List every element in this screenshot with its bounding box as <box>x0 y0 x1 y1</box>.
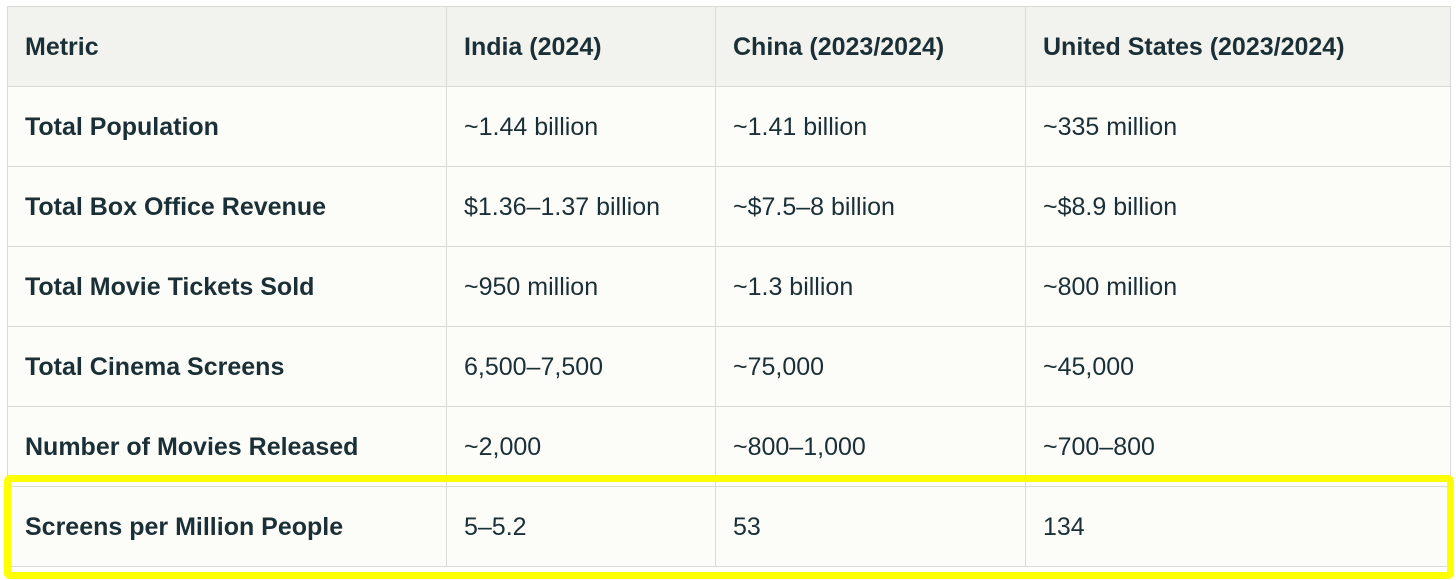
china-cell: 53 <box>715 486 1026 567</box>
china-cell: ~$7.5–8 billion <box>715 166 1026 247</box>
comparison-table: Metric India (2024) China (2023/2024) Un… <box>7 6 1451 567</box>
united-states-cell: ~$8.9 billion <box>1025 166 1451 247</box>
table-row: Number of Movies Released ~2,000 ~800–1,… <box>7 406 1451 487</box>
china-cell: ~1.41 billion <box>715 86 1026 167</box>
header-row: Metric India (2024) China (2023/2024) Un… <box>7 6 1451 87</box>
india-cell: $1.36–1.37 billion <box>446 166 716 247</box>
header-india: India (2024) <box>446 6 716 87</box>
row-metric-label: Total Cinema Screens <box>7 326 447 407</box>
china-cell: ~1.3 billion <box>715 246 1026 327</box>
china-cell: ~75,000 <box>715 326 1026 407</box>
united-states-cell: ~700–800 <box>1025 406 1451 487</box>
table-body: Total Population ~1.44 billion ~1.41 bil… <box>7 86 1451 567</box>
united-states-cell: 134 <box>1025 486 1451 567</box>
header-metric: Metric <box>7 6 447 87</box>
united-states-cell: ~800 million <box>1025 246 1451 327</box>
table-row: Total Cinema Screens 6,500–7,500 ~75,000… <box>7 326 1451 407</box>
row-metric-label: Total Movie Tickets Sold <box>7 246 447 327</box>
india-cell: 5–5.2 <box>446 486 716 567</box>
table-row: Total Box Office Revenue $1.36–1.37 bill… <box>7 166 1451 247</box>
united-states-cell: ~45,000 <box>1025 326 1451 407</box>
india-cell: ~2,000 <box>446 406 716 487</box>
row-metric-label: Number of Movies Released <box>7 406 447 487</box>
row-metric-label: Total Box Office Revenue <box>7 166 447 247</box>
header-china: China (2023/2024) <box>715 6 1026 87</box>
china-cell: ~800–1,000 <box>715 406 1026 487</box>
row-metric-label: Screens per Million People <box>7 486 447 567</box>
table-header: Metric India (2024) China (2023/2024) Un… <box>7 6 1451 87</box>
india-cell: ~1.44 billion <box>446 86 716 167</box>
india-cell: 6,500–7,500 <box>446 326 716 407</box>
table-row: Total Population ~1.44 billion ~1.41 bil… <box>7 86 1451 167</box>
united-states-cell: ~335 million <box>1025 86 1451 167</box>
india-cell: ~950 million <box>446 246 716 327</box>
table-row: Total Movie Tickets Sold ~950 million ~1… <box>7 246 1451 327</box>
table-row-highlighted: Screens per Million People 5–5.2 53 134 <box>7 486 1451 567</box>
header-united-states: United States (2023/2024) <box>1025 6 1451 87</box>
row-metric-label: Total Population <box>7 86 447 167</box>
